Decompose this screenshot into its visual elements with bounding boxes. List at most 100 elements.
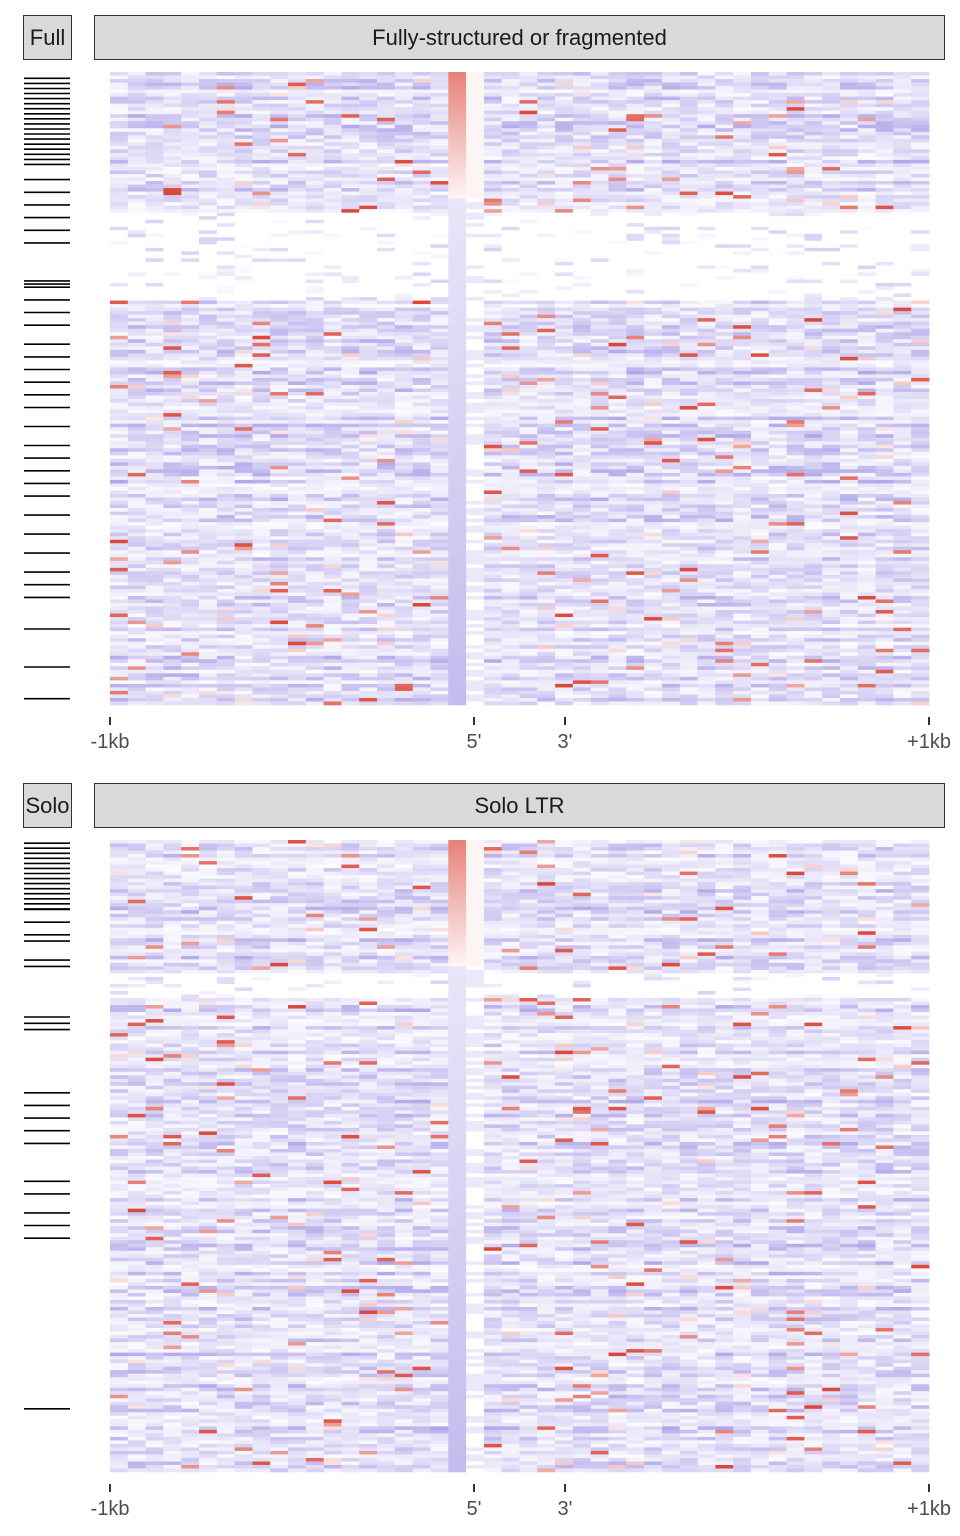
heatmap-cell bbox=[501, 311, 520, 315]
heatmap-cell bbox=[857, 258, 876, 263]
heatmap-cell bbox=[768, 265, 787, 270]
heatmap-cell bbox=[181, 342, 200, 347]
heatmap-cell bbox=[394, 82, 414, 87]
heatmap-cell bbox=[305, 89, 325, 94]
heatmap-cell bbox=[839, 321, 859, 326]
heatmap-cell bbox=[768, 110, 787, 115]
heatmap-cell bbox=[199, 96, 218, 101]
heatmap-cell bbox=[412, 159, 431, 164]
heatmap-cell bbox=[697, 233, 716, 238]
heatmap-cell bbox=[697, 191, 716, 196]
heatmap-cell bbox=[430, 297, 449, 301]
heatmap-cell bbox=[590, 124, 609, 129]
heatmap-cell bbox=[857, 163, 876, 168]
heatmap-cell bbox=[911, 353, 930, 358]
heatmap-cell bbox=[893, 321, 912, 326]
heatmap-cell bbox=[163, 356, 182, 361]
heatmap-cell bbox=[234, 444, 253, 449]
heatmap-cell bbox=[181, 437, 200, 442]
heatmap-cell bbox=[519, 223, 538, 228]
heatmap-cell bbox=[394, 374, 414, 379]
heatmap-cell bbox=[804, 131, 823, 136]
heatmap-cell bbox=[270, 332, 289, 337]
heatmap-cell bbox=[590, 261, 609, 266]
heatmap-cell bbox=[483, 131, 503, 136]
heatmap-cell bbox=[590, 79, 609, 83]
heatmap-cell bbox=[555, 100, 574, 104]
heatmap-cell bbox=[768, 272, 787, 277]
heatmap-cell bbox=[145, 96, 164, 101]
heatmap-cell bbox=[857, 392, 876, 396]
heatmap-cell bbox=[288, 145, 307, 150]
heatmap-cell bbox=[572, 230, 592, 235]
heatmap-cell bbox=[839, 226, 859, 231]
heatmap-cell bbox=[679, 399, 698, 403]
heatmap-cell bbox=[804, 198, 823, 203]
heatmap-cell bbox=[893, 335, 912, 340]
heatmap-cell bbox=[661, 166, 681, 171]
heatmap-cell bbox=[270, 212, 289, 217]
heatmap-cell bbox=[199, 265, 218, 270]
heatmap-cell bbox=[768, 152, 787, 157]
heatmap-cell bbox=[661, 247, 681, 252]
heatmap-cell bbox=[466, 388, 485, 393]
heatmap-cell bbox=[733, 117, 752, 122]
heatmap-cell bbox=[893, 261, 912, 266]
heatmap-cell bbox=[394, 247, 414, 252]
heatmap-cell bbox=[377, 237, 396, 242]
heatmap-cell bbox=[697, 223, 716, 228]
heatmap-cell bbox=[911, 423, 930, 428]
heatmap-cell bbox=[483, 170, 503, 175]
heatmap-cell bbox=[341, 311, 360, 315]
heatmap-cell bbox=[110, 451, 129, 456]
heatmap-cell bbox=[252, 145, 271, 150]
heatmap-cell bbox=[750, 82, 770, 87]
heatmap-cell bbox=[394, 279, 414, 284]
heatmap-cell bbox=[430, 124, 449, 129]
heatmap-cell bbox=[590, 191, 609, 196]
heatmap-cell bbox=[839, 356, 859, 361]
heatmap-cell bbox=[163, 212, 182, 217]
heatmap-cell bbox=[590, 184, 609, 189]
heatmap-cell bbox=[323, 181, 342, 185]
heatmap-cell bbox=[252, 216, 271, 220]
heatmap-cell bbox=[323, 244, 342, 249]
heatmap-cell bbox=[323, 328, 342, 333]
heatmap-cell bbox=[270, 114, 289, 119]
heatmap-cell bbox=[608, 251, 627, 256]
heatmap-cell bbox=[127, 332, 146, 337]
heatmap-cell bbox=[341, 159, 360, 164]
heatmap-cell bbox=[483, 395, 503, 400]
heatmap-cell bbox=[252, 240, 271, 245]
heatmap-cell bbox=[323, 240, 342, 245]
heatmap-cell bbox=[305, 423, 325, 428]
heatmap-cell bbox=[608, 191, 627, 196]
heatmap-cell bbox=[466, 406, 485, 410]
heatmap-cell bbox=[911, 258, 930, 263]
heatmap-cell bbox=[697, 314, 716, 319]
heatmap-cell bbox=[661, 434, 681, 439]
heatmap-cell bbox=[466, 177, 485, 182]
heatmap-cell bbox=[661, 219, 681, 224]
heatmap-cell bbox=[537, 395, 556, 400]
heatmap-cell bbox=[715, 107, 734, 111]
heatmap-cell bbox=[715, 314, 734, 319]
heatmap-cell bbox=[911, 416, 930, 421]
heatmap-cell bbox=[893, 300, 912, 305]
heatmap-cell bbox=[110, 402, 129, 407]
heatmap-cell bbox=[857, 297, 876, 301]
heatmap-cell bbox=[377, 103, 396, 108]
heatmap-cell bbox=[555, 388, 574, 393]
heatmap-cell bbox=[341, 286, 360, 291]
heatmap-cell bbox=[448, 261, 467, 266]
heatmap-cell bbox=[750, 399, 770, 403]
heatmap-cell bbox=[394, 448, 414, 453]
heatmap-cell bbox=[839, 339, 859, 344]
heatmap-cell bbox=[768, 360, 787, 365]
heatmap-cell bbox=[644, 304, 663, 308]
heatmap-cell bbox=[501, 163, 520, 168]
heatmap-cell bbox=[305, 297, 325, 301]
heatmap-cell bbox=[394, 409, 414, 414]
heatmap-cell bbox=[288, 188, 307, 192]
heatmap-cell bbox=[608, 142, 627, 147]
